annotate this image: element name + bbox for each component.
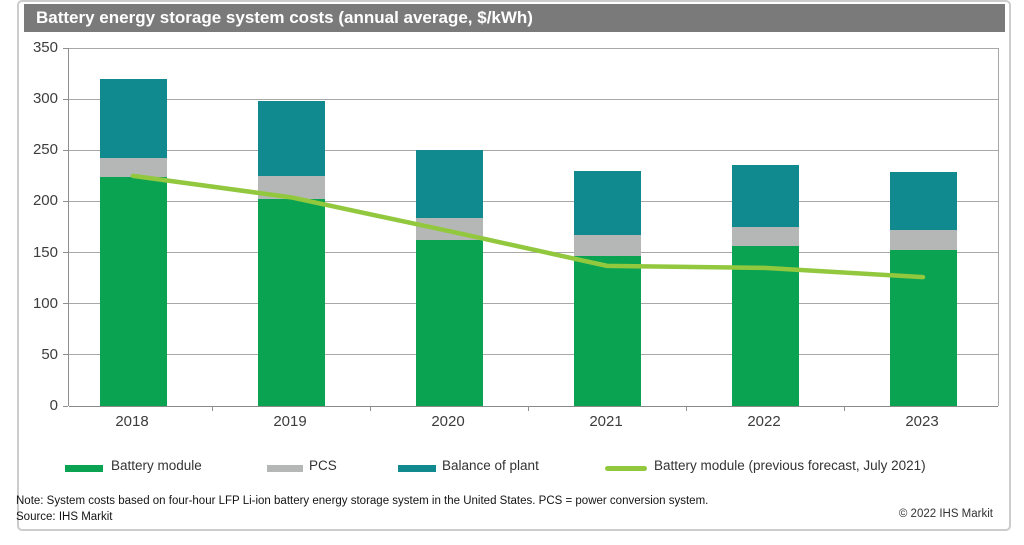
bar-segment-balance-of-plant-2022 (731, 164, 799, 227)
bar-segment-pcs-2023 (889, 230, 957, 250)
legend-swatch-forecast-line (605, 466, 647, 471)
chart-title-bar: Battery energy storage system costs (ann… (24, 4, 1005, 32)
y-tick-label-200: 200 (32, 192, 58, 210)
y-axis-tick-0 (63, 405, 68, 407)
x-tick-label-2021: 2021 (589, 413, 623, 430)
gridline-0 (69, 405, 998, 407)
x-tick-label-2023: 2023 (905, 413, 939, 430)
x-tick-label-2019: 2019 (273, 413, 307, 430)
bar-segment-pcs-2021 (573, 235, 641, 256)
y-tick-label-150: 150 (32, 243, 58, 261)
plot-area (68, 47, 999, 411)
y-tick-label-250: 250 (32, 141, 58, 159)
legend-swatch-battery-module (65, 465, 103, 472)
bar-segment-balance-of-plant-2021 (573, 170, 641, 236)
y-tick-label-300: 300 (32, 90, 58, 108)
forecast-line (130, 173, 926, 280)
legend-label-forecast-line: Battery module (previous forecast, July … (654, 458, 926, 473)
legend-label-battery-module: Battery module (111, 458, 202, 473)
bar-segment-battery-module-2021 (573, 255, 641, 406)
bar-segment-battery-module-2022 (731, 246, 799, 406)
bar-segment-battery-module-2020 (415, 240, 483, 406)
gridline-350 (69, 47, 998, 49)
y-tick-label-100: 100 (32, 294, 58, 312)
x-tick-label-2018: 2018 (115, 413, 149, 430)
x-axis-labels: 2018 2019 2020 2021 2022 2023 (68, 413, 997, 433)
y-axis-tick-50 (63, 354, 68, 356)
x-axis-tick (528, 406, 529, 411)
bar-segment-balance-of-plant-2018 (99, 78, 167, 159)
y-tick-label-0: 0 (49, 397, 58, 414)
x-tick-label-2022: 2022 (747, 413, 781, 430)
bar-segment-pcs-2018 (99, 158, 167, 177)
footnote-source: Source: IHS Markit (16, 511, 113, 523)
gridline-300 (69, 98, 998, 100)
y-axis-tick-300 (63, 98, 68, 100)
y-axis: 0 50 100 150 200 250 300 350 (0, 39, 68, 414)
y-tick-label-50: 50 (41, 345, 58, 363)
bar-segment-balance-of-plant-2019 (257, 101, 325, 176)
footnote-note: Note: System costs based on four-hour LF… (16, 495, 709, 507)
bar-segment-battery-module-2019 (257, 199, 325, 406)
gridline-200 (69, 200, 998, 202)
y-axis-tick-150 (63, 252, 68, 254)
legend-swatch-balance-of-plant (398, 465, 436, 472)
gridline-50 (69, 354, 998, 356)
card-border (17, 0, 1011, 531)
y-tick-label-350: 350 (32, 39, 58, 56)
bar-segment-battery-module-2018 (99, 176, 167, 406)
legend-label-pcs: PCS (309, 458, 337, 473)
copyright: © 2022 IHS Markit (898, 508, 993, 520)
y-axis-tick-200 (63, 200, 68, 202)
x-axis-tick (686, 406, 687, 411)
legend: Battery module PCS Balance of plant Batt… (0, 456, 1024, 482)
y-axis-tick-350 (63, 47, 68, 49)
gridline-250 (69, 149, 998, 151)
x-axis-tick (844, 406, 845, 411)
bar-segment-pcs-2022 (731, 227, 799, 247)
x-axis-tick (370, 406, 371, 411)
bar-segment-balance-of-plant-2020 (415, 150, 483, 218)
bar-segment-balance-of-plant-2023 (889, 171, 957, 231)
y-axis-tick-100 (63, 303, 68, 305)
y-axis-tick-250 (63, 149, 68, 151)
x-tick-label-2020: 2020 (431, 413, 465, 430)
chart-title: Battery energy storage system costs (ann… (36, 8, 533, 27)
legend-label-balance-of-plant: Balance of plant (442, 458, 539, 473)
gridline-150 (69, 252, 998, 254)
gridline-100 (69, 303, 998, 305)
x-axis-tick (212, 406, 213, 411)
legend-swatch-pcs (267, 465, 303, 472)
